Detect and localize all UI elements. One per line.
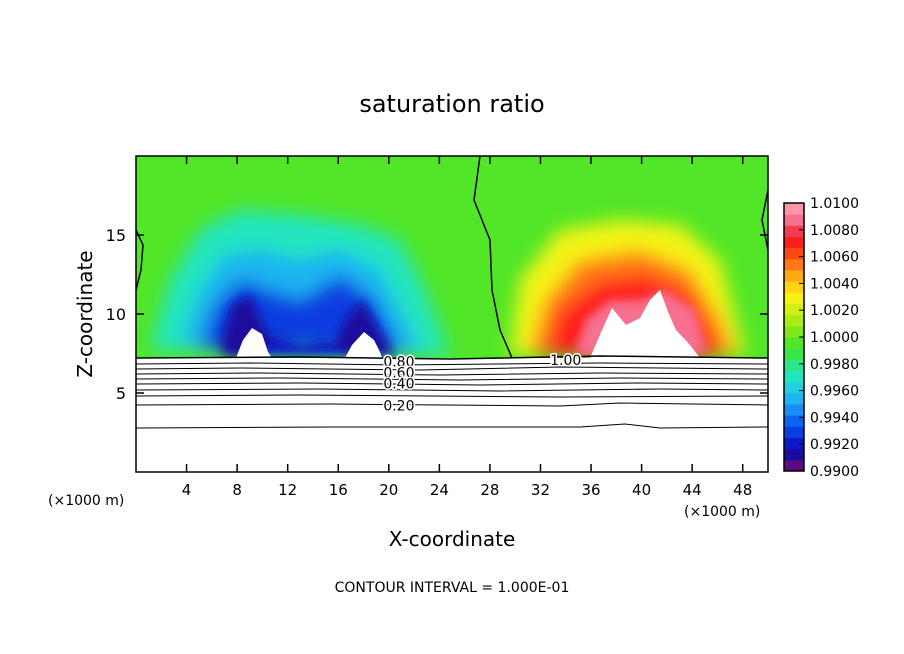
colorbar-swatch-11 bbox=[784, 337, 804, 349]
contour-line-0-50 bbox=[135, 382, 769, 386]
contour-line-boundary bbox=[135, 355, 769, 360]
contour-line-0-30 bbox=[135, 394, 769, 398]
contour-line-0-20 bbox=[135, 402, 769, 407]
contour-line-0-80 bbox=[135, 366, 769, 371]
colorbar-swatch-13 bbox=[784, 314, 804, 327]
x-axis: 4 8 12 16 20 24 28 32 36 40 44 48 bbox=[182, 156, 752, 499]
colorbar-swatch-8 bbox=[784, 370, 804, 383]
colorbar-label-8: 1.0060 bbox=[810, 250, 859, 266]
y-axis-label: Z-coordinate bbox=[73, 250, 97, 377]
x-tick-label-2: 12 bbox=[278, 481, 297, 499]
region-deep-blue-right bbox=[330, 300, 395, 355]
cloud-right bbox=[590, 290, 700, 358]
colorbar-swatch-12 bbox=[784, 325, 804, 338]
colorbar-swatch-19 bbox=[784, 247, 804, 260]
y-axis: 5 10 15 bbox=[106, 226, 768, 403]
colorbar-swatch-22 bbox=[784, 214, 804, 226]
contour-line-0-90 bbox=[135, 362, 769, 366]
x-tick-label-4: 20 bbox=[379, 481, 398, 499]
colorbar-label-0: 0.9900 bbox=[810, 464, 859, 480]
x-tick-label-5: 24 bbox=[430, 481, 449, 499]
colorbar-swatch-17 bbox=[784, 270, 804, 282]
colorbar-label-9: 1.0080 bbox=[810, 223, 859, 239]
x-tick-label-9: 40 bbox=[632, 481, 651, 499]
colorbar-swatch-15 bbox=[784, 292, 804, 304]
colorbar-swatch-3 bbox=[784, 426, 804, 438]
x-tick-label-10: 44 bbox=[683, 481, 702, 499]
contour-line-0-70 bbox=[135, 372, 769, 376]
contour-label-3: 0.20 bbox=[383, 399, 414, 415]
contour-label-0: 0.80 bbox=[383, 354, 414, 370]
colorbar-swatch-18 bbox=[784, 258, 804, 271]
colorbar-swatch-5 bbox=[784, 404, 804, 416]
contour-line-0-60 bbox=[135, 377, 769, 381]
colorbar-label-1: 0.9920 bbox=[810, 437, 859, 453]
contour-labels: 0.800.600.40 0.20 1.00 bbox=[382, 351, 583, 416]
heatmap-field bbox=[136, 156, 768, 358]
colorbar-swatch-10 bbox=[784, 348, 804, 360]
colorbar-label-5: 1.0000 bbox=[810, 330, 859, 346]
contour-label-1: 0.60 bbox=[383, 365, 414, 381]
colorbar-label-2: 0.9940 bbox=[810, 410, 859, 426]
contour-line-0-40 bbox=[135, 388, 769, 392]
colorbar: 0.9900 0.9920 0.9940 0.9960 0.9980 1.0000 1.00… bbox=[783, 196, 859, 480]
colorbar-label-3: 0.9960 bbox=[810, 384, 859, 400]
region-deep-blue-mid bbox=[260, 335, 345, 355]
contour-line-1-00-left-edge bbox=[136, 229, 144, 291]
colorbar-swatch-7 bbox=[784, 381, 804, 394]
contour-label-4: 1.00 bbox=[550, 353, 581, 369]
contour-line-0-10 bbox=[135, 423, 769, 429]
x-axis-label: X-coordinate bbox=[389, 527, 516, 551]
contour-label-2: 0.40 bbox=[383, 377, 414, 393]
contour-lines-lower bbox=[135, 355, 769, 429]
colorbar-swatch-0 bbox=[784, 459, 804, 472]
colorbar-swatch-1 bbox=[784, 448, 804, 461]
x-tick-label-11: 48 bbox=[733, 481, 752, 499]
x-tick-label-1: 8 bbox=[232, 481, 242, 499]
x-unit-left: (×1000 m) bbox=[48, 493, 124, 509]
x-tick-label-3: 16 bbox=[329, 481, 348, 499]
colorbar-label-10: 1.0100 bbox=[810, 196, 859, 212]
y-tick-label-2: 15 bbox=[106, 226, 126, 245]
colorbar-label-4: 0.9980 bbox=[810, 357, 859, 373]
colorbar-label-7: 1.0040 bbox=[810, 276, 859, 292]
colorbar-swatch-14 bbox=[784, 303, 804, 316]
x-tick-label-8: 36 bbox=[581, 481, 600, 499]
contour-line-1-00-upper bbox=[473, 156, 513, 358]
x-tick-label-7: 32 bbox=[531, 481, 550, 499]
colorbar-swatch-9 bbox=[784, 359, 804, 371]
x-tick-label-0: 4 bbox=[182, 481, 192, 499]
y-tick-label-0: 5 bbox=[116, 384, 126, 403]
cloud-left bbox=[236, 328, 272, 358]
colorbar-swatch-6 bbox=[784, 392, 804, 405]
x-unit-right: (×1000 m) bbox=[684, 504, 760, 520]
contour-interval-note: CONTOUR INTERVAL = 1.000E-01 bbox=[335, 580, 570, 596]
colorbar-swatch-2 bbox=[784, 437, 804, 450]
colorbar-swatch-20 bbox=[784, 236, 804, 249]
colorbar-swatch-16 bbox=[784, 281, 804, 293]
x-tick-label-6: 28 bbox=[480, 481, 499, 499]
colorbar-swatch-23 bbox=[784, 203, 804, 215]
colorbar-swatch-21 bbox=[784, 225, 804, 237]
contour-line-1-00-right-edge bbox=[761, 189, 768, 251]
cloud-mid bbox=[345, 332, 382, 358]
chart-title: saturation ratio bbox=[359, 90, 544, 118]
colorbar-swatch-4 bbox=[784, 415, 804, 427]
y-tick-label-1: 10 bbox=[106, 305, 126, 324]
colorbar-label-6: 1.0020 bbox=[810, 303, 859, 319]
